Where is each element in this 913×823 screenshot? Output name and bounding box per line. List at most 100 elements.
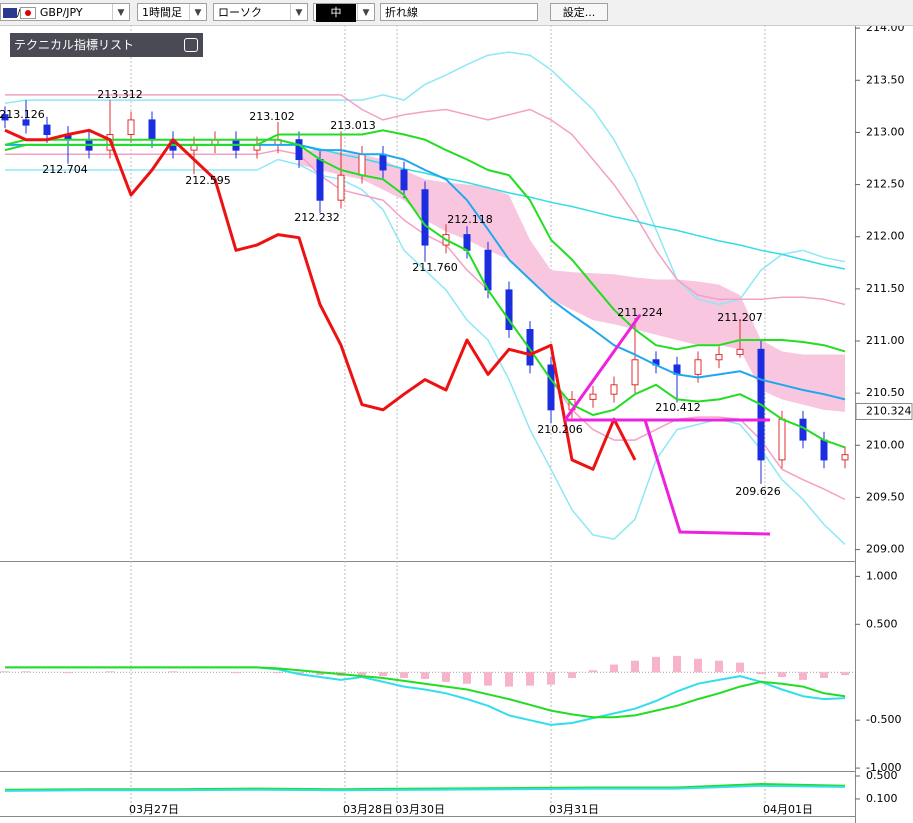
indicator-line xyxy=(4,783,846,791)
candle-body xyxy=(127,119,135,136)
candle-body xyxy=(358,153,366,176)
y-tick-label: 211.50 xyxy=(866,282,905,295)
histogram-bar xyxy=(463,672,471,684)
histogram-bar xyxy=(652,656,660,673)
histogram-bar xyxy=(778,672,786,678)
histogram-bar xyxy=(505,672,513,687)
histogram-bar xyxy=(820,672,828,678)
histogram-bar xyxy=(442,672,450,682)
y-tick-label: 210.00 xyxy=(866,438,905,451)
line-style-select[interactable]: 折れ線 xyxy=(380,3,538,21)
y-tick-label: 209.50 xyxy=(866,490,905,503)
line-style: 折れ線 xyxy=(385,6,418,19)
histogram-bar xyxy=(1,671,9,673)
band-line xyxy=(5,94,846,306)
x-tick-label: 04月01日 xyxy=(763,803,813,816)
candle-body xyxy=(379,153,387,171)
x-tick-label: 03月31日 xyxy=(549,803,599,816)
histogram-bar xyxy=(484,672,492,686)
candle-body xyxy=(421,189,429,246)
candle-body xyxy=(547,364,555,411)
candle-body xyxy=(22,119,30,126)
candle-body xyxy=(316,159,324,201)
cloud xyxy=(299,150,845,412)
histogram-bar xyxy=(610,664,618,673)
price-annotation: 210.206 xyxy=(537,423,583,436)
candle-body xyxy=(820,439,828,461)
size: 中 xyxy=(316,4,356,22)
histogram-bar xyxy=(589,670,597,673)
band-line xyxy=(5,158,846,545)
histogram-bar xyxy=(232,672,240,674)
price-annotation: 209.626 xyxy=(735,485,781,498)
candle-body xyxy=(1,114,9,121)
price-annotation: 210.412 xyxy=(655,401,701,414)
last-price-label: 210.324 xyxy=(866,404,912,417)
timeframe-select[interactable]: 1時間足 ▼ xyxy=(137,3,207,21)
histogram-bar xyxy=(736,662,744,673)
candle-body xyxy=(736,348,744,356)
candle-body xyxy=(694,359,702,375)
y-tick-label: 0.500 xyxy=(866,617,898,630)
price-annotation: 213.102 xyxy=(249,110,295,123)
histogram-bar xyxy=(631,660,639,673)
y-tick-label: 213.00 xyxy=(866,125,905,138)
histogram-bar xyxy=(106,671,114,673)
histogram-bar xyxy=(358,672,366,676)
size-select[interactable]: 中 ▼ xyxy=(313,3,375,22)
histogram-bar xyxy=(568,672,576,678)
price-annotation: 213.013 xyxy=(330,119,376,132)
timeframe: 1時間足 xyxy=(142,6,182,19)
candle-body xyxy=(631,359,639,386)
candle-body xyxy=(43,124,51,136)
histogram-bar xyxy=(673,655,681,673)
price-annotation: 212.118 xyxy=(447,213,493,226)
projection-line xyxy=(643,419,771,536)
indicator-list-button[interactable]: テクニカル指標リスト xyxy=(10,33,203,57)
flag-jp xyxy=(20,7,37,19)
candle-body xyxy=(841,454,849,461)
candle-body xyxy=(526,329,534,366)
x-tick-label: 03月28日 xyxy=(343,803,393,816)
histogram-bar xyxy=(694,658,702,673)
price-annotation: 212.232 xyxy=(294,211,340,224)
y-tick-label: 212.50 xyxy=(866,178,905,191)
histogram-bar xyxy=(274,672,282,674)
flag-gb xyxy=(3,8,17,18)
band-line xyxy=(4,51,846,306)
indicator-line xyxy=(4,784,846,792)
histogram-bar xyxy=(421,672,429,679)
candle-body xyxy=(778,418,786,461)
histogram-bar xyxy=(22,671,30,673)
y-tick-label: 213.50 xyxy=(866,73,905,86)
x-tick-label: 03月27日 xyxy=(129,803,179,816)
y-tick-label: -0.500 xyxy=(866,713,901,726)
candle-body xyxy=(505,289,513,331)
y-tick-label: 210.50 xyxy=(866,386,905,399)
candle-body xyxy=(610,384,618,395)
symbol-select[interactable]: / GBP/JPY ▼ xyxy=(0,3,130,21)
histogram-bar xyxy=(841,672,849,676)
candle-body xyxy=(148,119,156,141)
histogram-bar xyxy=(400,672,408,678)
histogram-bar xyxy=(316,672,324,676)
histogram-bar xyxy=(379,672,387,677)
chart-style-select[interactable]: ローソク ▼ xyxy=(213,3,308,21)
y-tick-label: 0.500 xyxy=(866,769,898,782)
settings-button[interactable]: 設定... xyxy=(550,3,608,21)
price-annotation: 212.704 xyxy=(42,163,88,176)
price-annotation: 213.126 xyxy=(0,108,45,121)
price-annotation: 211.760 xyxy=(412,261,458,274)
band-line xyxy=(277,138,846,270)
y-tick-label: -1.000 xyxy=(866,761,901,774)
histogram-bar xyxy=(547,672,555,685)
y-tick-label: 209.00 xyxy=(866,543,905,556)
candle-body xyxy=(715,354,723,361)
moving-average xyxy=(4,138,846,449)
y-tick-label: 0.100 xyxy=(866,792,898,805)
y-tick-label: 211.00 xyxy=(866,334,905,347)
moving-average xyxy=(4,128,637,471)
price-annotation: 212.595 xyxy=(185,174,231,187)
